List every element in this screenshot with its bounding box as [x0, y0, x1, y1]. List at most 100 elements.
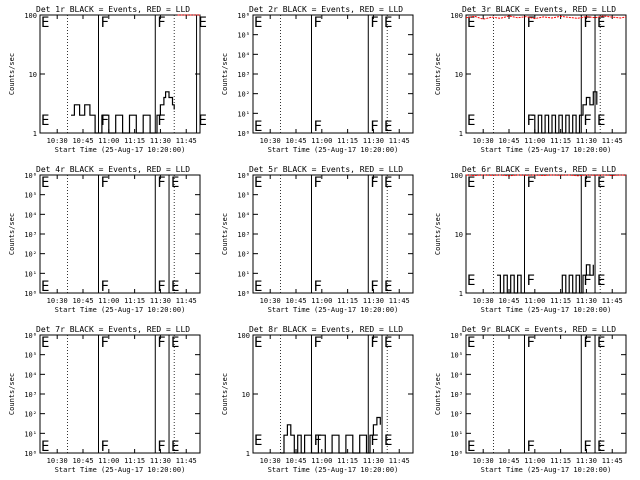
- x-axis-label: Start Time (25-Aug-17 10:20:00): [268, 306, 399, 314]
- plot-frame: [39, 334, 201, 454]
- marker-label-bottom: E: [597, 439, 605, 455]
- marker-label-top: E: [171, 335, 179, 351]
- plot-frame: [39, 174, 201, 294]
- marker-label-top: E: [41, 175, 49, 191]
- marker-label-bottom: E: [467, 113, 475, 129]
- marker-label-bottom: F: [370, 279, 378, 295]
- y-tick-label: 1: [33, 130, 37, 138]
- y-tick-label: 100: [24, 12, 37, 20]
- panel-title: Det 3r BLACK = Events, RED = LLD: [462, 5, 616, 14]
- y-tick-label: 10⁵: [24, 192, 37, 200]
- marker-label-bottom: E: [41, 279, 49, 295]
- marker-label-bottom: E: [199, 113, 207, 129]
- marker-label-top: E: [199, 15, 207, 31]
- y-tick-label: 100: [450, 172, 463, 180]
- y-tick-label: 10²: [450, 411, 463, 419]
- y-tick-label: 10⁴: [237, 51, 250, 59]
- x-tick-label: 10:45: [72, 297, 93, 305]
- panel-2: Det 2r BLACK = Events, RED = LLDEEFFFFEE…: [221, 5, 414, 154]
- y-axis-label: Counts/sec: [434, 373, 442, 415]
- panel-9: Det 9r BLACK = Events, RED = LLDEEFFFFEE…: [434, 325, 627, 474]
- y-tick-label: 100: [450, 12, 463, 20]
- panel-title: Det 6r BLACK = Events, RED = LLD: [462, 165, 616, 174]
- marker-label-bottom: F: [313, 119, 321, 135]
- marker-label-bottom: F: [370, 119, 378, 135]
- marker-label-bottom: E: [384, 119, 392, 135]
- panel-title: Det 1r BLACK = Events, RED = LLD: [36, 5, 190, 14]
- y-tick-label: 10¹: [24, 430, 37, 438]
- y-tick-label: 10³: [237, 231, 250, 239]
- y-tick-label: 10: [455, 231, 463, 239]
- lld-series-line: [465, 174, 627, 177]
- marker-label-top: F: [526, 175, 534, 191]
- events-series-line: [71, 91, 175, 134]
- x-tick-label: 10:45: [285, 297, 306, 305]
- y-tick-label: 10⁴: [24, 211, 37, 219]
- y-axis-label: Counts/sec: [221, 53, 229, 95]
- x-tick-label: 11:00: [311, 137, 332, 145]
- marker-label-bottom: F: [100, 279, 108, 295]
- y-tick-label: 10⁶: [237, 12, 250, 20]
- x-tick-label: 11:15: [550, 457, 571, 465]
- y-axis-label: Counts/sec: [434, 53, 442, 95]
- events-series-line: [497, 264, 594, 294]
- x-tick-label: 10:45: [285, 457, 306, 465]
- x-tick-label: 11:00: [98, 137, 119, 145]
- panel-title: Det 4r BLACK = Events, RED = LLD: [36, 165, 190, 174]
- marker-label-top: F: [157, 15, 165, 31]
- panel-title: Det 9r BLACK = Events, RED = LLD: [462, 325, 616, 334]
- marker-label-bottom: E: [254, 119, 262, 135]
- marker-label-top: F: [583, 335, 591, 351]
- y-tick-label: 10⁶: [237, 172, 250, 180]
- x-axis-label: Start Time (25-Aug-17 10:20:00): [268, 146, 399, 154]
- y-axis-label: Counts/sec: [8, 53, 16, 95]
- y-tick-label: 1: [459, 130, 463, 138]
- y-tick-label: 10¹: [237, 110, 250, 118]
- plot-frame: [252, 14, 414, 134]
- marker-label-top: E: [171, 175, 179, 191]
- panel-title: Det 8r BLACK = Events, RED = LLD: [249, 325, 403, 334]
- marker-label-bottom: E: [384, 279, 392, 295]
- marker-label-bottom: F: [100, 439, 108, 455]
- y-tick-label: 10⁵: [237, 32, 250, 40]
- y-tick-label: 10⁶: [450, 332, 463, 340]
- x-tick-label: 11:45: [176, 297, 197, 305]
- marker-label-bottom: E: [467, 439, 475, 455]
- panel-6: Det 6r BLACK = Events, RED = LLDEEFFFFEE…: [434, 165, 627, 314]
- events-series-line: [531, 91, 598, 134]
- y-tick-label: 10⁵: [450, 352, 463, 360]
- marker-label-bottom: F: [583, 113, 591, 129]
- marker-label-bottom: E: [597, 113, 605, 129]
- marker-label-bottom: F: [100, 113, 108, 129]
- marker-label-bottom: F: [157, 279, 165, 295]
- events-series-line: [280, 416, 381, 454]
- marker-label-top: E: [597, 175, 605, 191]
- x-tick-label: 11:30: [150, 137, 171, 145]
- x-tick-label: 11:15: [337, 137, 358, 145]
- x-tick-label: 11:45: [389, 137, 410, 145]
- x-tick-label: 11:45: [389, 457, 410, 465]
- y-tick-label: 100: [237, 332, 250, 340]
- x-tick-label: 11:00: [524, 137, 545, 145]
- x-tick-label: 10:45: [498, 457, 519, 465]
- marker-label-top: E: [254, 175, 262, 191]
- y-tick-label: 10⁰: [450, 450, 463, 458]
- marker-label-bottom: F: [583, 273, 591, 289]
- x-tick-label: 10:30: [260, 137, 281, 145]
- x-tick-label: 11:00: [98, 457, 119, 465]
- y-axis-label: Counts/sec: [434, 213, 442, 255]
- x-axis-label: Start Time (25-Aug-17 10:20:00): [55, 466, 186, 474]
- y-tick-label: 10²: [237, 91, 250, 99]
- x-axis-label: Start Time (25-Aug-17 10:20:00): [55, 306, 186, 314]
- marker-label-top: E: [41, 15, 49, 31]
- x-tick-label: 10:30: [47, 457, 68, 465]
- panel-4: Det 4r BLACK = Events, RED = LLDEEFFFFEE…: [8, 165, 201, 314]
- y-tick-label: 10⁶: [24, 332, 37, 340]
- y-tick-label: 10⁴: [24, 371, 37, 379]
- panel-7: Det 7r BLACK = Events, RED = LLDEEFFFFEE…: [8, 325, 201, 474]
- x-tick-label: 11:15: [124, 457, 145, 465]
- marker-label-bottom: E: [254, 279, 262, 295]
- panel-title: Det 5r BLACK = Events, RED = LLD: [249, 165, 403, 174]
- marker-label-bottom: F: [157, 439, 165, 455]
